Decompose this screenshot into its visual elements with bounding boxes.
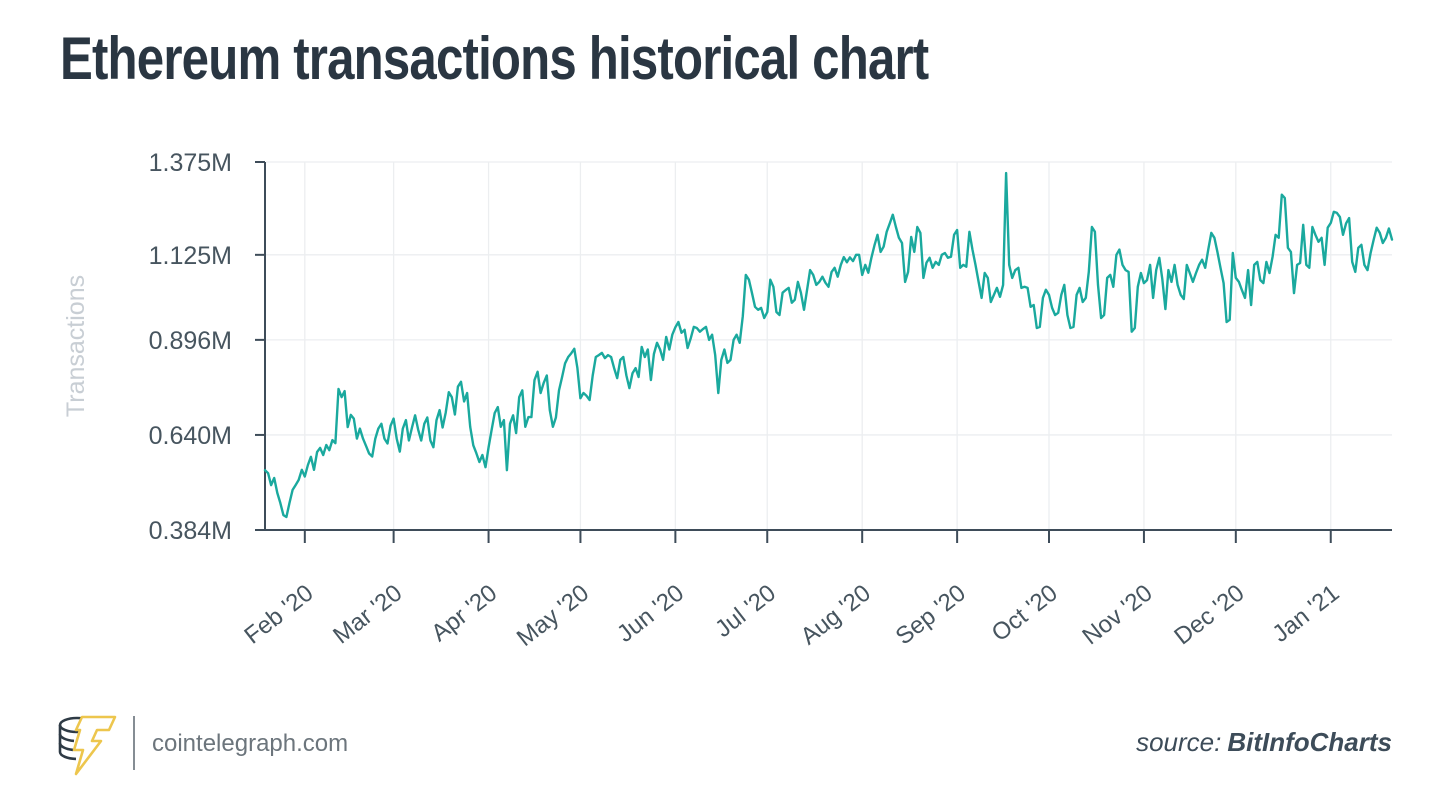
x-tick-label: Oct '20 (987, 579, 1063, 647)
x-tick-label: Mar '20 (328, 579, 407, 649)
source-name: BitInfoCharts (1227, 727, 1392, 757)
y-tick-label: 1.375M (149, 149, 232, 177)
y-tick-label: 1.125M (149, 242, 232, 270)
x-tick-label: May '20 (512, 579, 594, 652)
site-label: cointelegraph.com (152, 730, 349, 757)
lightning-bolt-icon (72, 715, 117, 776)
footer-divider (133, 716, 135, 770)
x-tick-label: Aug '20 (796, 579, 876, 650)
source-credit: source: BitInfoCharts (1136, 727, 1392, 758)
x-tick-label: Nov '20 (1077, 579, 1157, 650)
y-tick-label: 0.896M (149, 327, 232, 355)
page-title: Ethereum transactions historical chart (60, 25, 929, 92)
x-tick-label: Sep '20 (891, 579, 971, 650)
y-tick-label: 0.640M (149, 422, 232, 450)
y-tick-label: 0.384M (149, 517, 232, 545)
x-tick-label: Jun '20 (612, 579, 689, 647)
x-tick-label: Feb '20 (239, 579, 318, 649)
x-tick-label: Jul '20 (710, 579, 781, 643)
x-tick-label: Dec '20 (1169, 579, 1249, 650)
transactions-series-line (263, 171, 1394, 519)
x-tick-label: Apr '20 (426, 579, 502, 647)
x-tick-label: Jan '21 (1267, 579, 1344, 647)
y-axis-title: Transactions (62, 275, 90, 417)
source-prefix: source: (1136, 727, 1222, 757)
cointelegraph-logo-icon (58, 715, 117, 776)
